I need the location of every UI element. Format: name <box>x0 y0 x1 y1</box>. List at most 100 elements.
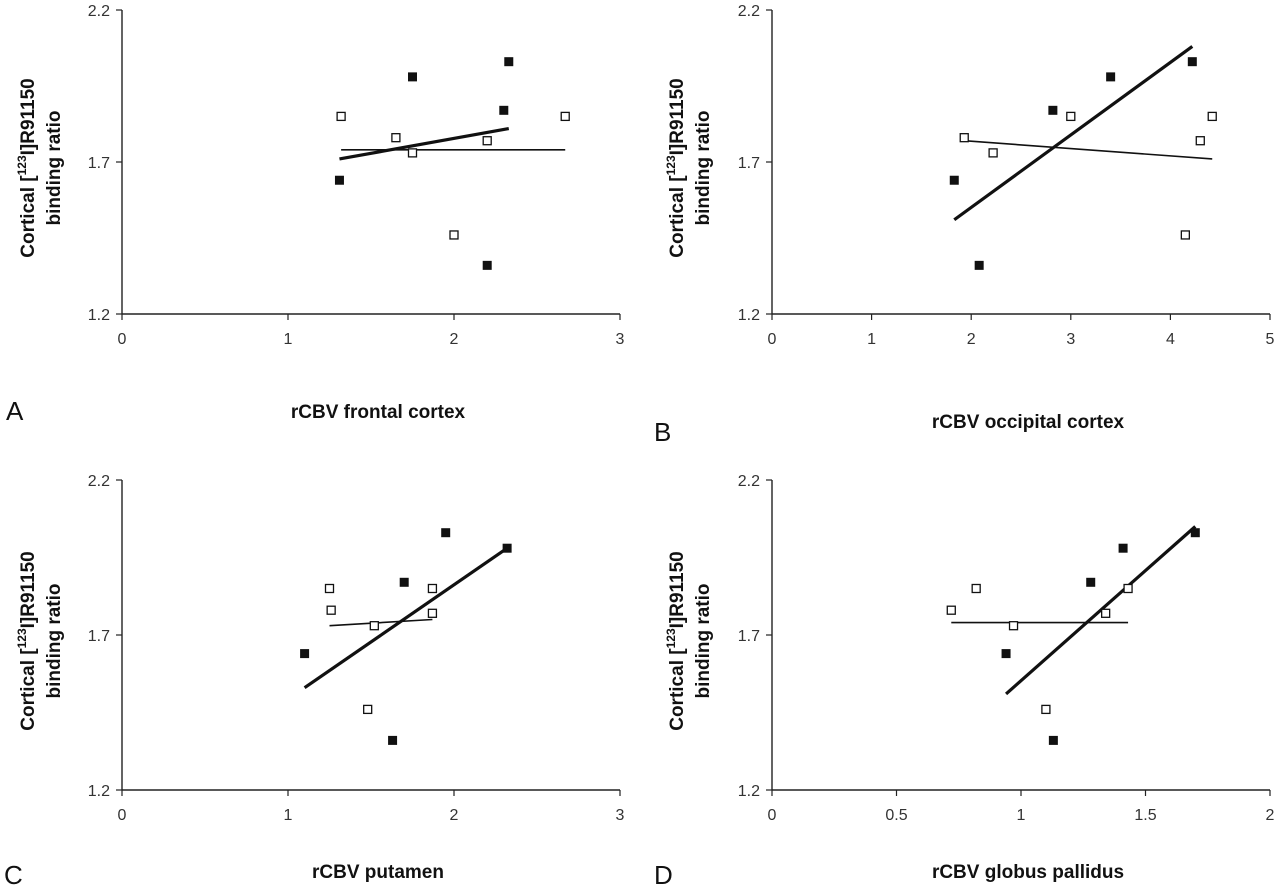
y-tick-label: 1.7 <box>738 155 760 172</box>
x-tick-label: 5 <box>1266 331 1275 348</box>
fit-line-open-series <box>329 618 433 627</box>
data-point-filled <box>408 72 417 82</box>
data-point-open <box>959 133 969 143</box>
x-tick-label: 1 <box>284 807 293 824</box>
panel-b: 1.2 1.7 2.2 0 1 2 3 4 5 rCBV occipital cortex Cort… <box>654 3 1275 447</box>
data-point-open <box>988 148 998 158</box>
data-point-open <box>1123 583 1133 594</box>
y-tick-label: 2.2 <box>88 473 110 490</box>
data-point-filled <box>300 649 310 659</box>
data-point-filled <box>441 528 451 538</box>
data-point-open <box>336 111 346 122</box>
data-point-open <box>407 148 418 158</box>
x-tick-label: 1 <box>867 331 876 348</box>
data-point-filled <box>502 543 512 553</box>
y-axis-title-line2: binding ratio <box>44 583 65 698</box>
data-point-open <box>427 583 438 594</box>
x-axis-title: rCBV globus pallidus <box>932 862 1124 883</box>
panel-c: 1.2 1.7 2.2 0 1 2 3 rCBV putamen Cortical [123I]… <box>4 473 625 888</box>
y-tick-label: 2.2 <box>738 473 760 490</box>
x-tick-label: 0 <box>768 807 777 824</box>
data-point-open <box>363 704 373 715</box>
data-point-filled <box>334 175 344 185</box>
x-tick-label: 0 <box>118 807 127 824</box>
fit-line-filled-series <box>303 546 509 690</box>
x-tick-label: 1 <box>284 331 293 348</box>
x-tick-label: 2 <box>450 807 459 824</box>
data-point-open <box>1180 230 1190 240</box>
x-axis-title: rCBV occipital cortex <box>932 412 1125 433</box>
y-tick-label: 1.7 <box>738 628 760 645</box>
data-point-open <box>971 583 981 594</box>
y-axis-title-line2: binding ratio <box>693 583 714 698</box>
data-point-filled <box>504 57 514 67</box>
fit-line-filled-series <box>339 126 510 161</box>
panel-letter: D <box>654 860 673 888</box>
data-point-filled <box>1106 72 1116 82</box>
data-point-filled <box>1086 577 1096 587</box>
y-axis-title-line2: binding ratio <box>693 110 714 225</box>
panel-a: 1.2 1.7 2.2 0 1 2 3 rCBV frontal cortex Cortical… <box>6 3 625 426</box>
x-tick-label: 3 <box>1066 331 1075 348</box>
data-point-open <box>560 111 570 122</box>
panel-letter: C <box>4 860 23 888</box>
y-tick-label: 1.2 <box>88 783 110 800</box>
data-point-open <box>391 133 401 143</box>
data-point-open <box>1207 111 1217 122</box>
y-axis-title: Cortical [123I]R91150 <box>664 78 688 258</box>
y-axis-title-line2: binding ratio <box>44 110 65 225</box>
x-tick-label: 4 <box>1166 331 1175 348</box>
data-point-filled <box>482 260 492 270</box>
x-axis-title: rCBV putamen <box>312 862 444 883</box>
y-tick-label: 1.2 <box>738 783 760 800</box>
x-tick-label: 2 <box>1266 807 1275 824</box>
x-tick-label: 0.5 <box>885 807 907 824</box>
x-tick-label: 2 <box>450 331 459 348</box>
panel-d: 1.2 1.7 2.2 0 0.5 1 1.5 2 rCBV globus pallidus Co… <box>654 473 1275 888</box>
y-tick-label: 2.2 <box>738 3 760 20</box>
x-axis-title: rCBV frontal cortex <box>291 402 466 423</box>
fit-line-open-series <box>964 139 1213 160</box>
panel-letter: A <box>6 396 24 426</box>
data-point-open <box>1101 608 1111 618</box>
y-tick-label: 1.7 <box>88 155 110 172</box>
data-point-open <box>1195 136 1205 146</box>
data-point-filled <box>974 260 984 270</box>
y-tick-label: 1.7 <box>88 628 110 645</box>
data-point-filled <box>1190 528 1200 538</box>
data-point-open <box>1008 621 1019 631</box>
data-point-filled <box>1048 105 1058 115</box>
x-tick-label: 3 <box>616 807 625 824</box>
data-point-filled <box>1001 649 1011 659</box>
y-axis-title: Cortical [123I]R91150 <box>15 78 39 258</box>
x-tick-label: 3 <box>616 331 625 348</box>
data-point-open <box>324 583 335 594</box>
x-tick-label: 0 <box>768 331 777 348</box>
data-point-open <box>1066 111 1076 122</box>
fit-line-filled-series <box>1004 525 1197 696</box>
x-tick-label: 1.5 <box>1134 807 1156 824</box>
y-axis-title: Cortical [123I]R91150 <box>664 551 688 731</box>
data-point-filled <box>399 577 409 587</box>
data-point-open <box>369 621 379 631</box>
fit-line-filled-series <box>953 45 1194 222</box>
data-point-filled <box>1187 57 1197 67</box>
y-tick-label: 2.2 <box>88 3 110 20</box>
x-tick-label: 2 <box>967 331 976 348</box>
data-point-filled <box>388 735 398 745</box>
data-point-open <box>946 605 956 615</box>
panel-letter: B <box>654 417 671 447</box>
data-point-filled <box>949 175 959 185</box>
data-point-filled <box>1118 543 1128 553</box>
data-point-filled <box>1048 735 1058 745</box>
data-point-open <box>326 605 336 615</box>
x-tick-label: 1 <box>1017 807 1026 824</box>
y-tick-label: 1.2 <box>738 307 760 324</box>
y-axis-title: Cortical [123I]R91150 <box>15 551 39 731</box>
data-point-open <box>427 608 438 618</box>
data-point-filled <box>499 105 509 115</box>
data-point-open <box>1041 704 1051 715</box>
data-point-open <box>482 136 492 146</box>
x-tick-label: 0 <box>118 331 127 348</box>
